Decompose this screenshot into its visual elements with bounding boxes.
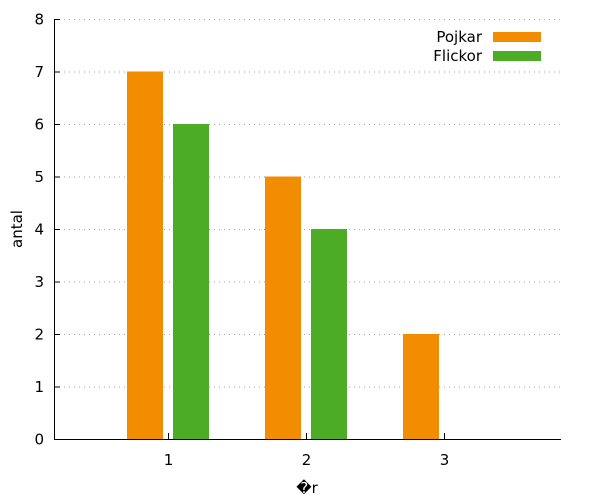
y-tick-label: 1 [34, 378, 44, 396]
x-tick-label: 1 [164, 451, 174, 469]
y-tick-label: 4 [34, 221, 44, 239]
bar-flickor-2 [311, 229, 347, 439]
y-tick-label: 2 [34, 326, 44, 344]
x-axis-label: �r [296, 479, 318, 497]
x-tick-label: 3 [440, 451, 450, 469]
axes [54, 19, 561, 440]
legend-swatch-pojkar [493, 32, 541, 42]
y-tick-label: 6 [34, 116, 44, 134]
bar-flickor-1 [173, 124, 209, 439]
bars [127, 71, 439, 439]
x-tick-label: 2 [302, 451, 312, 469]
legend-label-pojkar: Pojkar [436, 28, 482, 46]
y-tick-label: 5 [34, 168, 44, 186]
tick-labels: 0 1 2 3 4 5 6 7 8 1 2 3 [34, 11, 449, 470]
y-tick-label: 0 [34, 431, 44, 449]
legend-label-flickor: Flickor [433, 47, 483, 65]
y-axis-label: antal [8, 210, 26, 248]
y-tick-label: 7 [34, 63, 44, 81]
bar-pojkar-2 [265, 176, 301, 439]
y-tick-label: 8 [34, 11, 44, 29]
bar-pojkar-1 [127, 71, 163, 439]
bar-pojkar-3 [403, 334, 439, 439]
y-tick-label: 3 [34, 273, 44, 291]
legend-swatch-flickor [493, 51, 541, 61]
